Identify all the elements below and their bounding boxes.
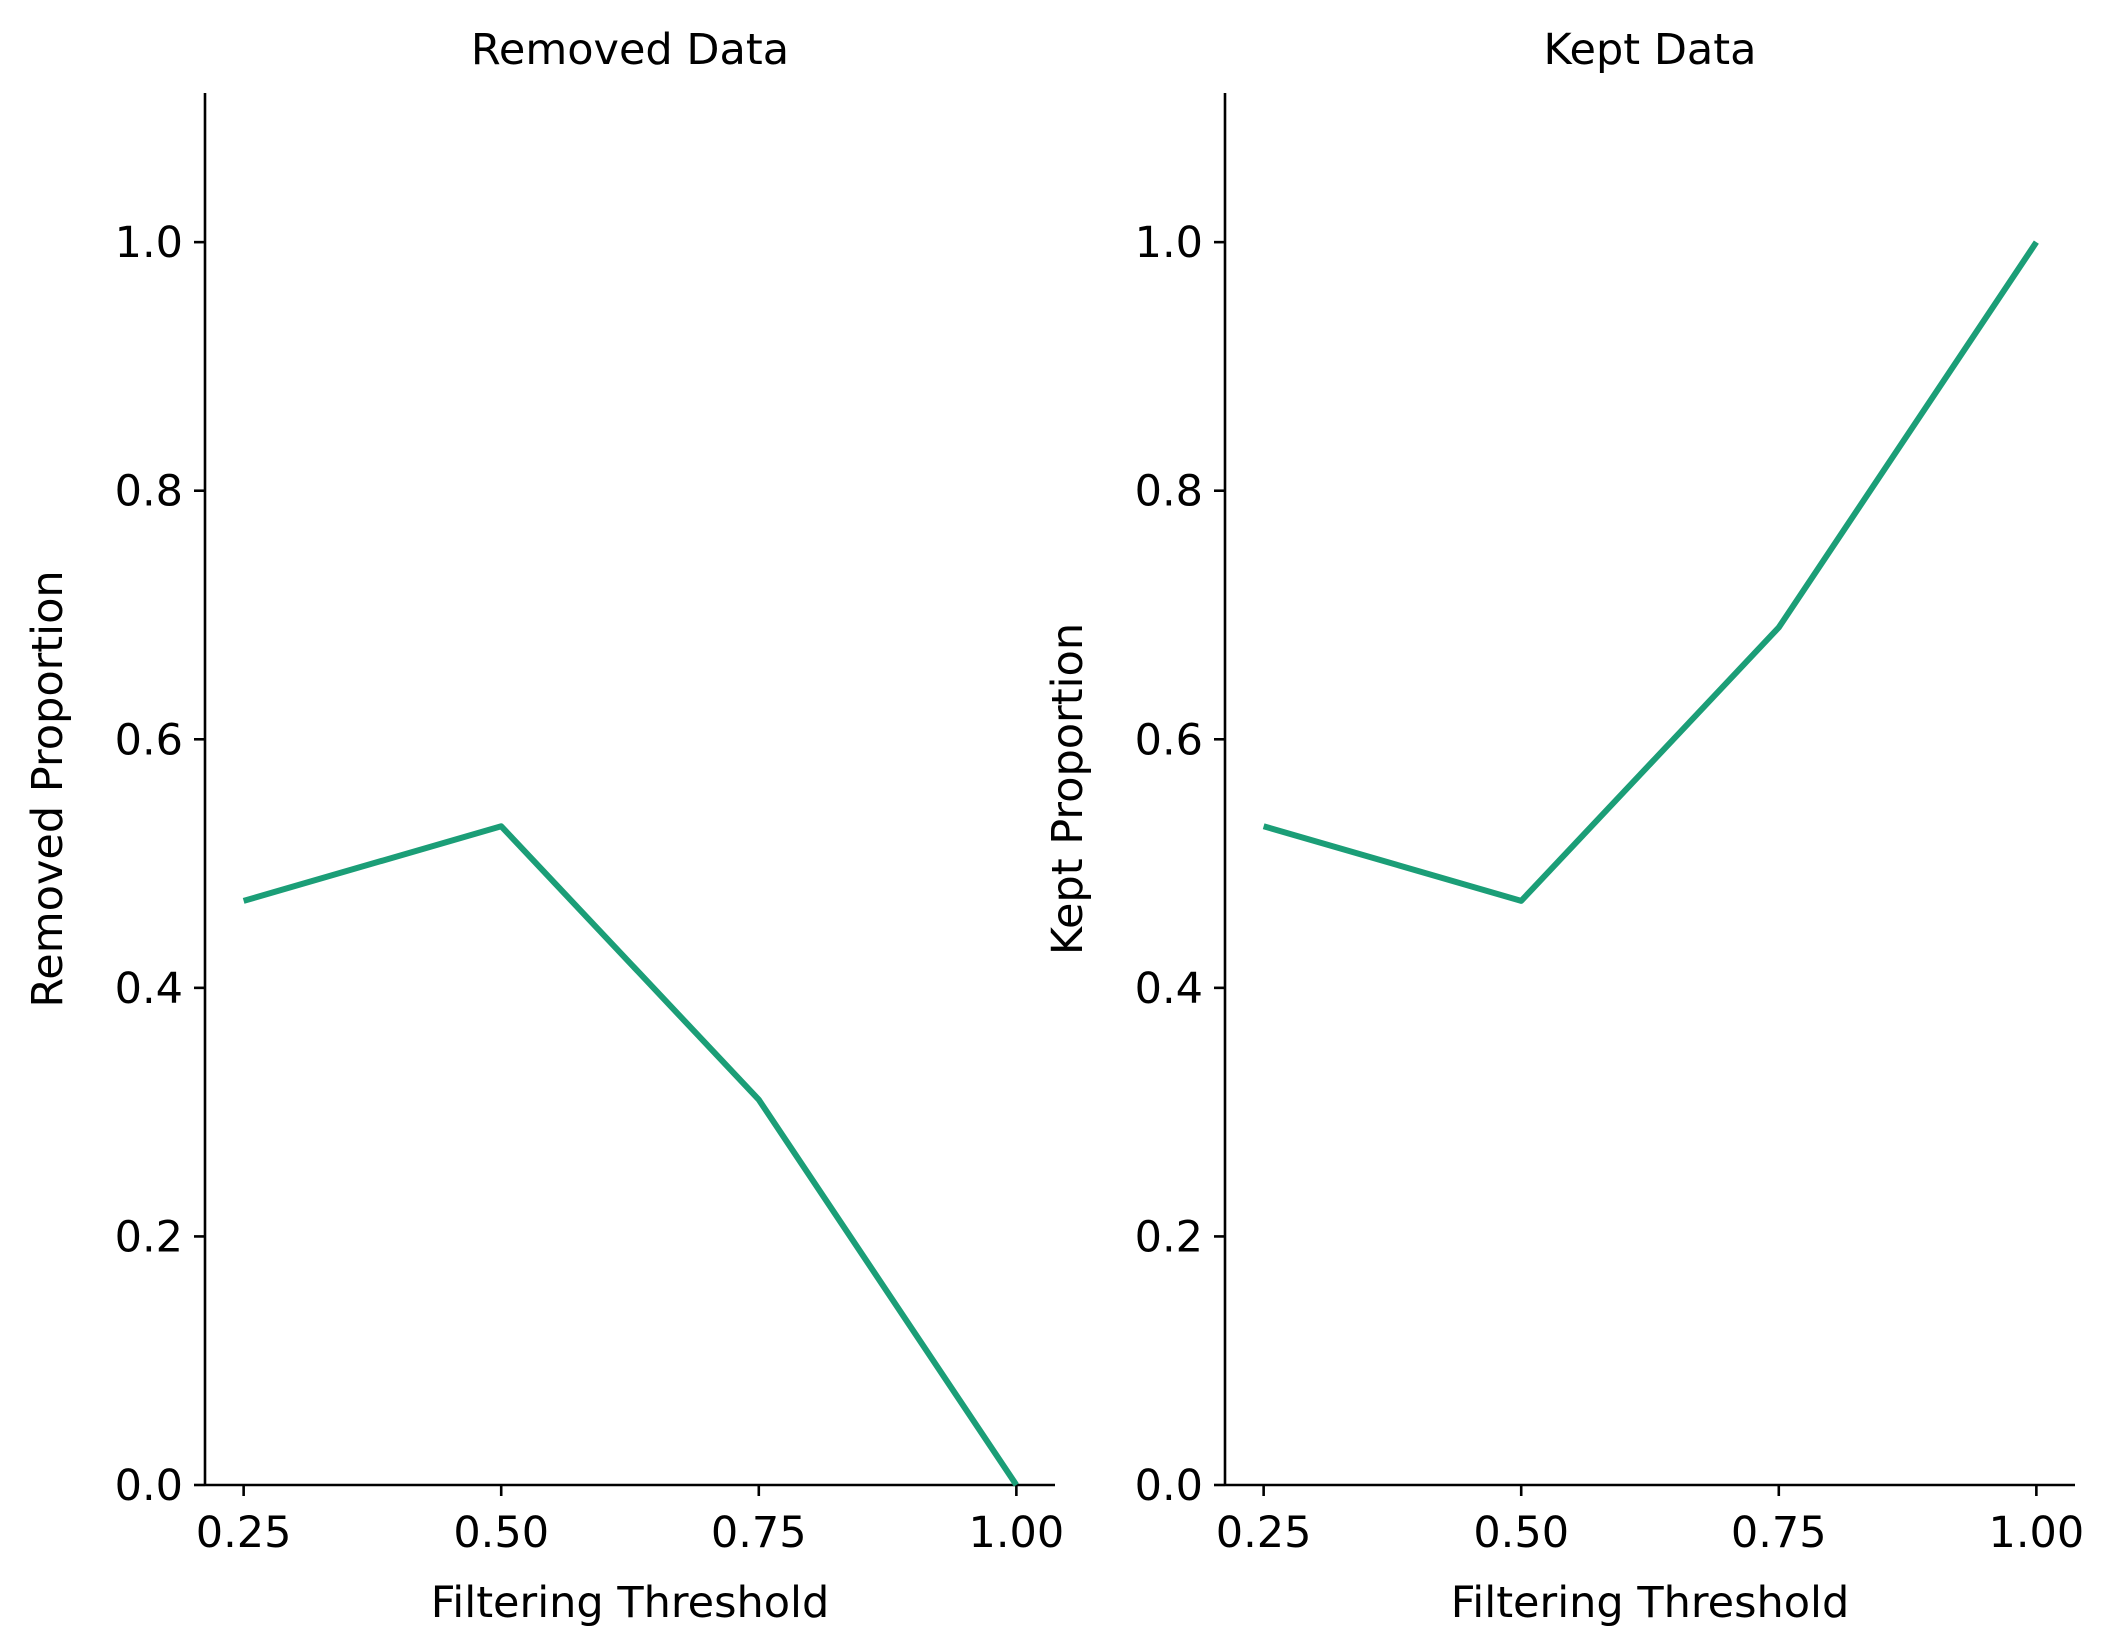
y-tick-label: 0.2	[115, 1212, 183, 1262]
x-tick-label: 0.25	[1216, 1508, 1312, 1558]
ticks-group: 0.0 0.2 0.4 0.6 0.8 1.0 0.25 0.50 0.75 1.00	[1135, 218, 2085, 1558]
x-axis-label: Filtering Threshold	[1451, 1578, 1850, 1628]
y-tick-label: 0.8	[115, 467, 183, 517]
y-tick-label: 0.0	[115, 1461, 183, 1511]
panel-removed-data: Removed Data Filtering Threshold Removed…	[23, 25, 1064, 1628]
chart-title: Kept Data	[1543, 25, 1756, 75]
x-tick-label: 0.75	[711, 1508, 807, 1558]
y-tick-label: 0.0	[1135, 1461, 1203, 1511]
series-line	[1262, 240, 2039, 904]
y-axis-label: Kept Proportion	[1043, 623, 1093, 955]
y-tick-label: 0.4	[1135, 964, 1203, 1014]
x-axis-label: Filtering Threshold	[431, 1578, 830, 1628]
y-tick-label: 1.0	[1135, 218, 1203, 268]
y-tick-label: 1.0	[115, 218, 183, 268]
y-axis-label: Removed Proportion	[23, 570, 73, 1007]
chart-title: Removed Data	[471, 25, 789, 75]
x-tick-label: 1.00	[968, 1508, 1064, 1558]
y-tick-label: 0.8	[1135, 467, 1203, 517]
x-tick-label: 0.25	[196, 1508, 292, 1558]
y-tick-label: 0.6	[1135, 715, 1203, 765]
x-tick-label: 0.75	[1731, 1508, 1827, 1558]
x-tick-label: 0.50	[453, 1508, 549, 1558]
y-tick-label: 0.2	[1135, 1212, 1203, 1262]
series-line	[242, 823, 1019, 1487]
panel-kept-data: Kept Data Filtering Threshold Kept Propo…	[1043, 25, 2084, 1628]
x-tick-label: 0.50	[1473, 1508, 1569, 1558]
y-tick-label: 0.4	[115, 964, 183, 1014]
x-tick-label: 1.00	[1988, 1508, 2084, 1558]
y-tick-label: 0.6	[115, 715, 183, 765]
ticks-group: 0.0 0.2 0.4 0.6 0.8 1.0 0.25 0.50 0.75 1.00	[115, 218, 1065, 1558]
